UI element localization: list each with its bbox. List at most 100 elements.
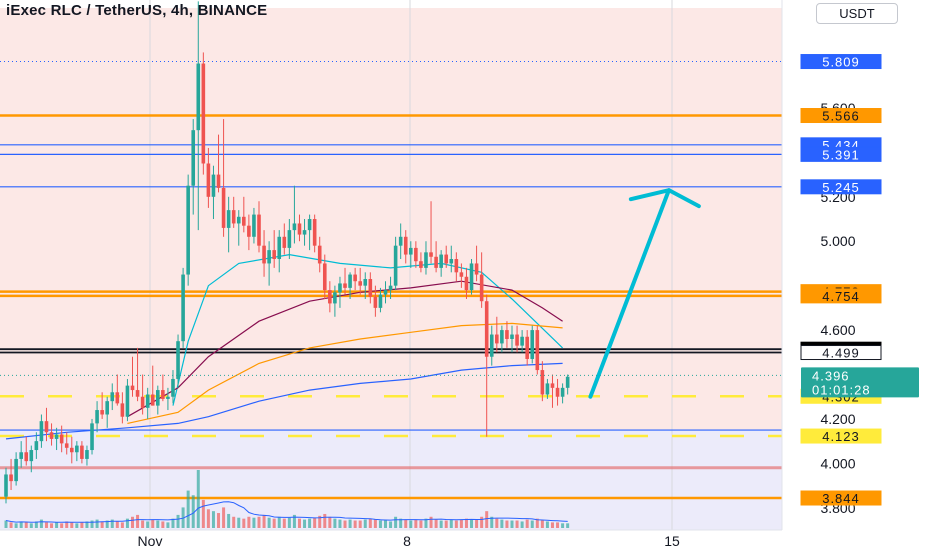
price-tag-white	[800, 345, 882, 361]
candle-body	[105, 401, 109, 415]
candle-body	[297, 223, 302, 235]
candle-body	[226, 210, 231, 228]
volume-bar	[454, 520, 458, 528]
volume-bar	[328, 516, 332, 528]
background-zone-lavender	[0, 430, 782, 530]
volume-bar	[156, 520, 160, 528]
volume-bar	[206, 509, 210, 528]
volume-bar	[252, 517, 256, 528]
candle-body	[216, 174, 221, 188]
candle-body	[505, 330, 509, 339]
volume-bar	[424, 518, 428, 528]
volume-bar	[65, 521, 69, 528]
volume-bar	[495, 518, 499, 528]
volume-bar	[4, 520, 8, 528]
candle-body	[378, 294, 383, 308]
volume-bar	[186, 490, 190, 528]
volume-bar	[439, 520, 443, 528]
candle-body	[125, 385, 130, 417]
candle-body	[29, 450, 34, 462]
volume-bar	[510, 520, 514, 528]
volume-bar	[277, 516, 281, 528]
trend-arrow-head	[628, 188, 701, 209]
candle-body	[277, 236, 282, 260]
volume-bar	[348, 519, 352, 528]
candle-body	[166, 396, 170, 399]
volume-bar	[556, 522, 560, 528]
x-tick-label: 15	[664, 533, 680, 549]
candle-body	[186, 185, 190, 275]
candle-body	[80, 445, 84, 459]
candle-body	[424, 252, 428, 268]
candle-body	[322, 263, 327, 291]
candle-body	[302, 230, 307, 235]
volume-bar	[318, 515, 322, 528]
currency-selector-button[interactable]: USDT	[816, 3, 898, 24]
candle-body	[206, 163, 211, 197]
candle-body	[403, 236, 408, 255]
candle-body	[252, 214, 256, 237]
y-tick-label: 4.000	[820, 455, 855, 471]
candle-body	[59, 434, 64, 444]
price-axis-panel	[782, 0, 932, 550]
volume-bar	[545, 521, 549, 528]
volume-bar	[409, 520, 413, 528]
volume-bar	[525, 519, 529, 528]
price-tag-label: 5.809	[822, 55, 860, 70]
volume-bar	[566, 523, 570, 528]
volume-bar	[232, 516, 236, 528]
volume-bar	[247, 516, 251, 528]
current-price-label: 4.396	[812, 368, 850, 383]
y-tick-label: 5.000	[820, 233, 855, 249]
volume-bar	[485, 511, 489, 528]
candle-body	[555, 387, 560, 397]
price-tag-yellow	[800, 428, 882, 444]
volume-bar	[449, 519, 453, 528]
volume-bar	[287, 517, 291, 528]
y-tick-label: 4.200	[820, 411, 855, 427]
volume-bar	[80, 522, 84, 528]
candle-body	[434, 256, 438, 268]
candle-body	[312, 219, 317, 246]
volume-bar	[141, 520, 145, 528]
volume-bar	[515, 520, 519, 528]
volume-bar	[272, 518, 276, 528]
candle-body	[211, 174, 216, 197]
candle-body	[343, 283, 347, 288]
y-tick-label: 4.600	[820, 322, 855, 338]
candle-body	[328, 290, 332, 304]
candle-body	[550, 383, 555, 388]
volume-bar	[227, 513, 231, 528]
price-tag-label: 5.391	[822, 147, 860, 162]
candle-body	[140, 396, 145, 408]
volume-bar	[100, 521, 104, 528]
candle-body	[201, 63, 206, 164]
candle-body	[338, 283, 342, 293]
volume-bar	[297, 518, 301, 528]
candle-body	[469, 263, 474, 291]
volume-bar	[343, 520, 347, 528]
candle-body	[130, 385, 135, 391]
volume-bar	[414, 519, 418, 528]
candle-body	[474, 263, 479, 275]
volume-bar	[303, 519, 307, 528]
candle-body	[242, 216, 246, 226]
candle-body	[181, 274, 185, 342]
price-tag-blue	[800, 146, 882, 162]
candle-body	[484, 301, 489, 357]
volume-bar	[196, 470, 200, 528]
candle-body	[439, 254, 443, 268]
volume-bar	[444, 520, 448, 528]
price-tag-orange	[800, 288, 882, 304]
candle-body	[14, 458, 18, 482]
volume-bar	[500, 519, 504, 528]
volume-bar	[161, 521, 165, 528]
candle-body	[348, 274, 352, 288]
candle-body	[257, 214, 261, 246]
volume-bar	[136, 514, 140, 528]
candle-body	[489, 334, 494, 357]
candle-body	[307, 219, 312, 231]
volume-bar	[470, 519, 474, 528]
candle-body	[85, 450, 89, 459]
